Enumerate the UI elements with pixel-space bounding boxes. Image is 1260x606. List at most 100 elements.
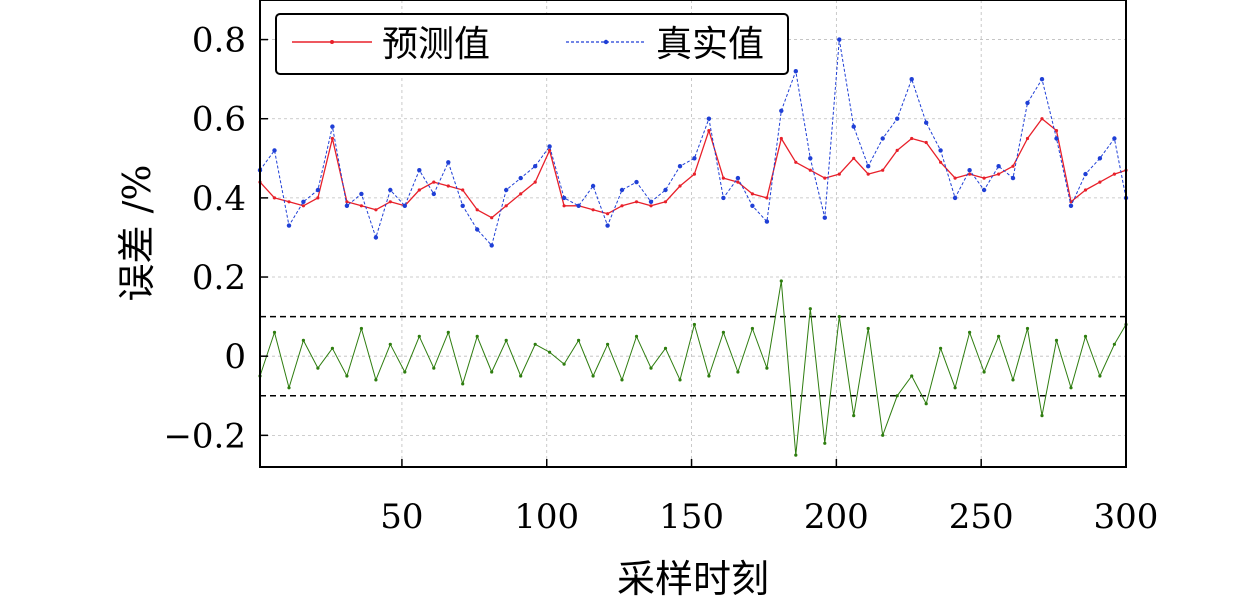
data-point-actual <box>417 168 422 173</box>
data-point-actual <box>547 144 552 149</box>
data-point-predicted <box>765 196 769 200</box>
data-point-error <box>837 315 841 319</box>
data-point-actual <box>605 223 610 228</box>
data-point-predicted <box>1083 188 1088 192</box>
data-point-error <box>446 330 450 334</box>
data-point-actual <box>1039 77 1045 82</box>
data-point-error <box>475 334 479 338</box>
legend-marker-actual <box>603 39 609 45</box>
data-point-actual <box>576 203 581 208</box>
data-point-actual <box>344 203 350 208</box>
data-point-actual <box>634 179 639 185</box>
plot-background <box>260 0 1126 467</box>
data-point-predicted <box>1054 129 1059 133</box>
data-point-error <box>852 414 856 418</box>
data-point-error <box>316 366 320 370</box>
data-point-error <box>606 342 610 346</box>
x-axis-title: 采样时刻 <box>617 557 769 601</box>
data-point-predicted <box>939 160 943 164</box>
data-point-error <box>982 370 986 374</box>
data-point-error <box>910 374 914 378</box>
data-point-error <box>765 366 769 370</box>
data-point-predicted <box>953 176 957 180</box>
data-point-actual <box>489 243 494 248</box>
data-point-actual <box>619 187 625 193</box>
data-point-actual <box>880 136 885 141</box>
data-point-actual <box>1068 203 1074 208</box>
data-point-actual <box>677 164 683 169</box>
data-point-actual <box>851 124 856 129</box>
data-point-error <box>953 386 957 390</box>
data-point-predicted <box>823 176 827 180</box>
data-point-actual <box>431 191 436 197</box>
data-point-actual <box>750 203 755 208</box>
data-point-actual <box>692 156 697 161</box>
data-point-error <box>997 334 1001 338</box>
y-tick-label: 0.6 <box>192 100 246 140</box>
data-point-error <box>432 366 436 370</box>
data-point-actual <box>793 69 798 74</box>
data-point-predicted <box>417 188 421 192</box>
legend-label-predicted: 预测值 <box>382 24 490 65</box>
data-point-error <box>577 338 581 342</box>
data-point-error <box>591 374 595 378</box>
data-point-error <box>968 330 972 334</box>
data-point-predicted <box>808 168 812 172</box>
data-point-error <box>750 326 755 331</box>
legend-box <box>275 13 789 75</box>
data-point-error <box>895 394 899 398</box>
data-point-error <box>924 402 928 406</box>
y-tick-label: 0.4 <box>192 179 246 219</box>
data-point-error <box>345 374 349 378</box>
data-point-predicted <box>475 208 479 212</box>
data-point-actual <box>561 195 567 201</box>
data-point-error <box>548 350 552 354</box>
data-point-actual <box>315 187 321 193</box>
series-layer <box>257 37 1129 457</box>
data-point-error <box>417 334 421 338</box>
data-point-error <box>388 342 392 346</box>
data-point-predicted <box>649 204 653 208</box>
data-point-error <box>692 322 697 327</box>
data-point-error <box>678 378 682 382</box>
x-tick-label: 200 <box>804 497 869 537</box>
data-point-predicted <box>591 208 595 212</box>
data-point-actual <box>504 187 509 193</box>
series-error <box>258 279 1128 457</box>
data-point-actual <box>286 223 292 228</box>
data-point-error <box>504 338 508 342</box>
data-point-error <box>649 366 653 370</box>
data-point-actual <box>663 187 668 193</box>
data-point-predicted <box>779 136 783 141</box>
data-point-error <box>736 370 740 374</box>
y-tick-label: 0 <box>224 337 246 377</box>
data-point-predicted <box>620 204 624 208</box>
data-point-error <box>663 346 668 350</box>
data-point-error <box>620 378 624 382</box>
data-point-predicted <box>968 172 972 176</box>
data-point-actual <box>924 120 929 125</box>
data-point-predicted <box>287 200 291 204</box>
data-point-predicted <box>345 200 349 204</box>
data-point-predicted <box>866 172 870 176</box>
data-point-error <box>866 326 870 331</box>
data-point-predicted <box>707 129 711 133</box>
data-point-error <box>374 378 378 382</box>
series-actual <box>257 37 1129 248</box>
data-point-actual <box>866 164 871 169</box>
data-point-actual <box>981 187 987 193</box>
data-point-actual <box>721 195 726 201</box>
data-point-actual <box>446 160 451 165</box>
data-point-predicted <box>982 176 986 180</box>
data-point-error <box>707 374 711 378</box>
data-point-actual <box>1025 100 1030 106</box>
data-point-predicted <box>316 196 320 200</box>
data-point-actual <box>706 116 712 121</box>
data-point-predicted <box>750 192 755 196</box>
data-point-predicted <box>533 180 537 184</box>
data-point-predicted <box>504 204 508 208</box>
data-point-predicted <box>606 212 610 216</box>
data-point-predicted <box>634 200 639 204</box>
data-point-actual <box>1083 171 1088 177</box>
